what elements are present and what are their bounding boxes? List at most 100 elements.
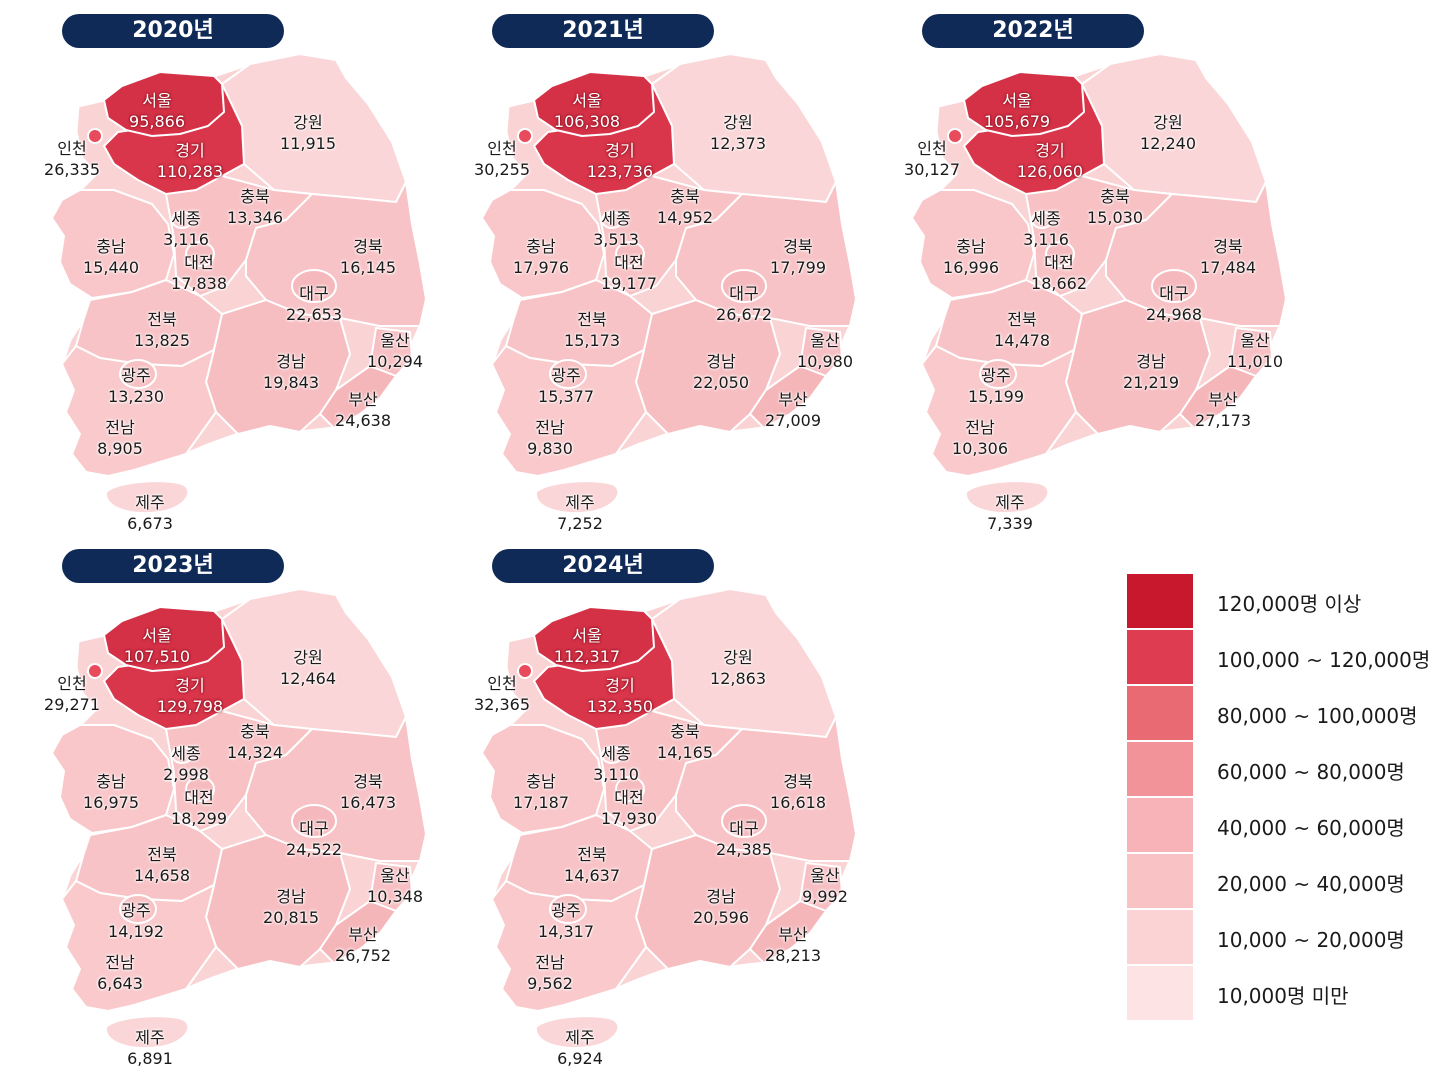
region-value: 30,255 bbox=[474, 160, 530, 179]
region-value: 7,252 bbox=[557, 514, 603, 533]
region-value: 29,271 bbox=[44, 695, 100, 714]
region-name: 전북 bbox=[147, 310, 177, 329]
region-name: 부산 bbox=[778, 390, 808, 409]
korea-map bbox=[910, 52, 1288, 514]
legend-label: 40,000 ~ 60,000명 bbox=[1217, 816, 1405, 840]
region-shape-gyeongbuk bbox=[675, 181, 857, 327]
legend-swatch bbox=[1127, 854, 1193, 908]
region-name: 서울 bbox=[142, 626, 172, 645]
region-name: 대구 bbox=[729, 819, 759, 838]
region-label-gwangju: 광주 15,199 bbox=[968, 365, 1024, 407]
region-shape-jeju bbox=[104, 1015, 190, 1049]
region-value: 107,510 bbox=[123, 647, 191, 666]
region-label-jeonbuk: 전북 13,825 bbox=[134, 309, 190, 351]
region-label-incheon: 인천 30,127 bbox=[904, 138, 960, 180]
region-label-gyeonggi: 경기 129,798 bbox=[157, 675, 223, 717]
region-name: 세종 bbox=[171, 744, 201, 763]
region-label-daegu: 대구 24,968 bbox=[1146, 283, 1202, 325]
region-shape-gyeongbuk bbox=[245, 181, 427, 327]
region-shape-gyeongbuk bbox=[1105, 181, 1287, 327]
region-shape-daejeon bbox=[185, 776, 215, 802]
region-label-gwangju: 광주 14,192 bbox=[108, 900, 164, 942]
region-value: 19,177 bbox=[601, 274, 657, 293]
region-label-gyeongbuk: 경북 16,618 bbox=[770, 771, 826, 813]
region-label-chungnam: 충남 17,187 bbox=[513, 771, 569, 813]
region-name: 경기 bbox=[175, 676, 205, 695]
region-label-gyeonggi: 경기 110,283 bbox=[157, 140, 223, 182]
region-name: 부산 bbox=[778, 925, 808, 944]
region-label-gwangju: 광주 15,377 bbox=[538, 365, 594, 407]
region-label-busan: 부산 27,009 bbox=[765, 389, 821, 431]
region-name: 경남 bbox=[276, 352, 306, 371]
region-value: 6,673 bbox=[127, 514, 173, 533]
region-label-gyeongnam: 경남 21,219 bbox=[1123, 351, 1179, 393]
region-name: 세종 bbox=[171, 209, 201, 228]
region-value: 110,283 bbox=[156, 162, 224, 181]
region-label-gyeonggi: 경기 132,350 bbox=[587, 675, 653, 717]
region-name: 전남 bbox=[535, 418, 565, 437]
region-value: 12,373 bbox=[710, 134, 766, 153]
year-title: 2024년 bbox=[492, 549, 714, 583]
region-shape-gyeongbuk bbox=[675, 716, 857, 862]
region-value: 17,930 bbox=[601, 809, 657, 828]
region-value: 12,240 bbox=[1140, 134, 1196, 153]
region-label-busan: 부산 26,752 bbox=[335, 924, 391, 966]
region-name: 충남 bbox=[96, 237, 126, 256]
region-name: 부산 bbox=[348, 390, 378, 409]
region-label-ulsan: 울산 10,980 bbox=[797, 330, 853, 372]
region-label-chungbuk: 충북 14,165 bbox=[657, 721, 713, 763]
region-value: 15,377 bbox=[538, 387, 594, 406]
region-name: 제주 bbox=[565, 493, 595, 512]
region-shape-daegu bbox=[721, 269, 767, 303]
region-value: 3,116 bbox=[163, 230, 209, 249]
region-value: 19,843 bbox=[263, 373, 319, 392]
region-shape-daegu bbox=[721, 804, 767, 838]
legend-swatch bbox=[1127, 574, 1193, 628]
region-value: 15,173 bbox=[564, 331, 620, 350]
korea-map bbox=[50, 52, 428, 514]
region-value: 16,618 bbox=[770, 793, 826, 812]
region-value: 14,317 bbox=[538, 922, 594, 941]
region-value: 6,643 bbox=[97, 974, 143, 993]
region-label-sejong: 세종 3,110 bbox=[593, 743, 639, 785]
region-shape-busan bbox=[319, 365, 397, 429]
region-name: 충북 bbox=[240, 722, 270, 741]
region-value: 17,799 bbox=[770, 258, 826, 277]
year-title: 2021년 bbox=[492, 14, 714, 48]
region-shape-incheonDot bbox=[517, 128, 533, 144]
region-shape-seoul bbox=[533, 606, 655, 672]
region-value: 17,484 bbox=[1200, 258, 1256, 277]
region-value: 9,830 bbox=[527, 439, 573, 458]
region-value: 24,385 bbox=[716, 840, 772, 859]
region-name: 울산 bbox=[380, 866, 410, 885]
region-shape-jeju bbox=[964, 480, 1050, 514]
region-shape-chungnam bbox=[51, 724, 175, 834]
region-value: 7,339 bbox=[987, 514, 1033, 533]
region-shape-gyeongbuk bbox=[245, 716, 427, 862]
region-shape-ulsan bbox=[799, 327, 843, 377]
region-shape-daegu bbox=[1151, 269, 1197, 303]
region-label-ulsan: 울산 9,992 bbox=[802, 865, 848, 907]
region-label-jeju: 제주 6,891 bbox=[127, 1027, 173, 1069]
region-shape-chungnam bbox=[481, 724, 605, 834]
region-name: 충남 bbox=[956, 237, 986, 256]
region-label-gyeonggi: 경기 126,060 bbox=[1017, 140, 1083, 182]
korea-map bbox=[480, 587, 858, 1049]
region-name: 부산 bbox=[348, 925, 378, 944]
region-label-gangwon: 강원 12,373 bbox=[710, 112, 766, 154]
region-shape-sejong bbox=[1031, 211, 1053, 229]
region-label-daegu: 대구 26,672 bbox=[716, 283, 772, 325]
region-shape-chungnam bbox=[481, 189, 605, 299]
region-label-chungbuk: 충북 14,952 bbox=[657, 186, 713, 228]
region-value: 6,924 bbox=[557, 1049, 603, 1068]
region-value: 3,513 bbox=[593, 230, 639, 249]
region-name: 대구 bbox=[299, 284, 329, 303]
region-name: 강원 bbox=[1153, 113, 1183, 132]
region-value: 22,050 bbox=[693, 373, 749, 392]
map-panel-2020년: 2020년 서울 95,866 경기 110,283 인천 26,335 강원 11,915 충북… bbox=[0, 14, 430, 544]
region-value: 8,905 bbox=[97, 439, 143, 458]
legend-label: 10,000명 미만 bbox=[1217, 984, 1349, 1008]
region-name: 전북 bbox=[147, 845, 177, 864]
region-name: 서울 bbox=[572, 626, 602, 645]
region-value: 15,030 bbox=[1087, 208, 1143, 227]
